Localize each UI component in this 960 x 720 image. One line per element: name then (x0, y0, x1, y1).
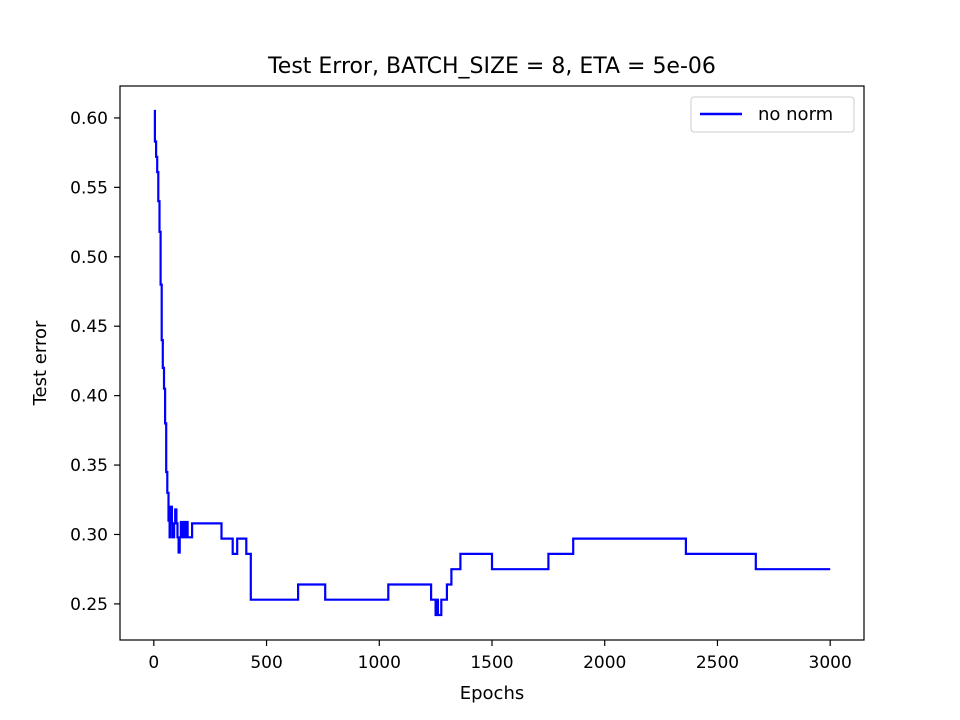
x-tick-label: 2500 (696, 653, 739, 673)
y-tick-label: 0.55 (70, 178, 108, 198)
legend: no norm (690, 96, 855, 133)
axis-ticks: 0 500 1000 1500 2000 2500 3000 0.25 0.30 0.35 0.40… (70, 109, 852, 673)
legend-label-no-norm: no norm (758, 104, 833, 125)
x-tick-label: 1000 (358, 653, 401, 673)
y-tick-label: 0.35 (70, 456, 108, 476)
y-tick-label: 0.30 (70, 525, 108, 545)
y-tick-label: 0.25 (70, 595, 108, 615)
chart-title: Test Error, BATCH_SIZE = 8, ETA = 5e-06 (267, 54, 716, 79)
y-tick-label: 0.45 (70, 317, 108, 337)
x-tick-label: 3000 (809, 653, 852, 673)
legend-box (690, 96, 855, 133)
x-tick-label: 0 (148, 653, 159, 673)
y-axis-title: Test error (30, 320, 51, 406)
series-lines (153, 109, 831, 617)
x-tick-label: 500 (250, 653, 282, 673)
x-axis-title: Epochs (460, 683, 525, 704)
x-tick-label: 2000 (583, 653, 626, 673)
y-tick-label: 0.50 (70, 248, 108, 268)
x-tick-label: 1500 (470, 653, 513, 673)
y-tick-label: 0.60 (70, 109, 108, 129)
series-line-no-norm (153, 109, 831, 617)
y-tick-label: 0.40 (70, 387, 108, 407)
